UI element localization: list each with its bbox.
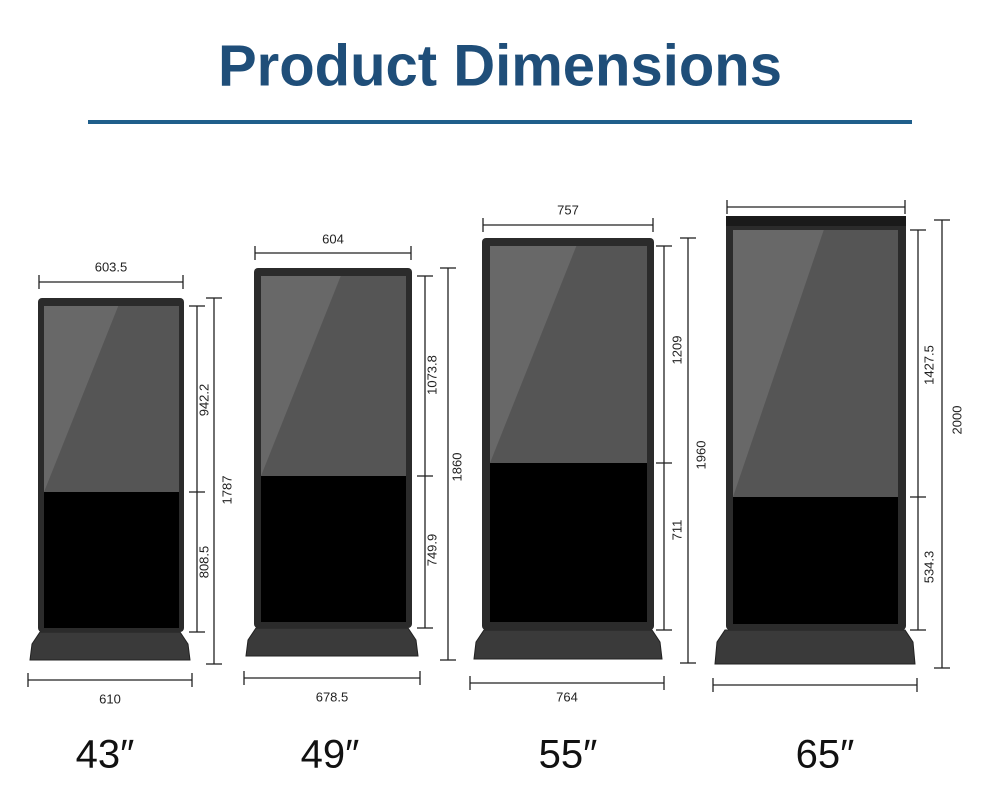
screen-lower — [44, 492, 179, 628]
size-label: 65″ — [796, 733, 855, 777]
lower-height: 711 — [669, 520, 684, 541]
total-height: 1860 — [449, 453, 464, 482]
top-width: 757 — [557, 202, 579, 217]
top-width: 603.5 — [95, 259, 128, 274]
total-height: 1960 — [693, 441, 708, 470]
bottom-width: 610 — [99, 691, 121, 706]
screen-glare — [44, 306, 119, 492]
lower-height: 749.9 — [424, 534, 439, 567]
stand-base — [29, 631, 191, 661]
lower-height: 534.3 — [921, 551, 936, 584]
bottom-width: 678.5 — [316, 689, 349, 704]
screen-glare — [490, 246, 577, 463]
size-label: 43″ — [76, 733, 135, 777]
bottom-width: 764 — [556, 689, 578, 704]
stand-base — [245, 627, 419, 657]
stand-base — [714, 629, 916, 665]
upper-height: 1073.8 — [424, 355, 439, 395]
upper-height: 1427.5 — [921, 345, 936, 385]
size-label: 49″ — [301, 733, 360, 777]
size-label: 55″ — [539, 733, 598, 777]
top-bar — [726, 216, 906, 226]
title-rule — [88, 120, 912, 124]
lower-height: 808.5 — [196, 546, 211, 579]
screen-glare — [261, 276, 341, 476]
upper-height: 942.2 — [196, 384, 211, 417]
stand-base — [473, 629, 663, 660]
upper-height: 1209 — [669, 336, 684, 365]
total-height: 2000 — [949, 406, 964, 435]
top-width: 604 — [322, 231, 344, 246]
title: Product Dimensions — [218, 33, 782, 98]
screen-glare — [733, 230, 824, 497]
screen-lower — [733, 497, 898, 624]
screen-lower — [490, 463, 647, 622]
total-height: 1787 — [219, 476, 234, 505]
screen-lower — [261, 476, 406, 622]
